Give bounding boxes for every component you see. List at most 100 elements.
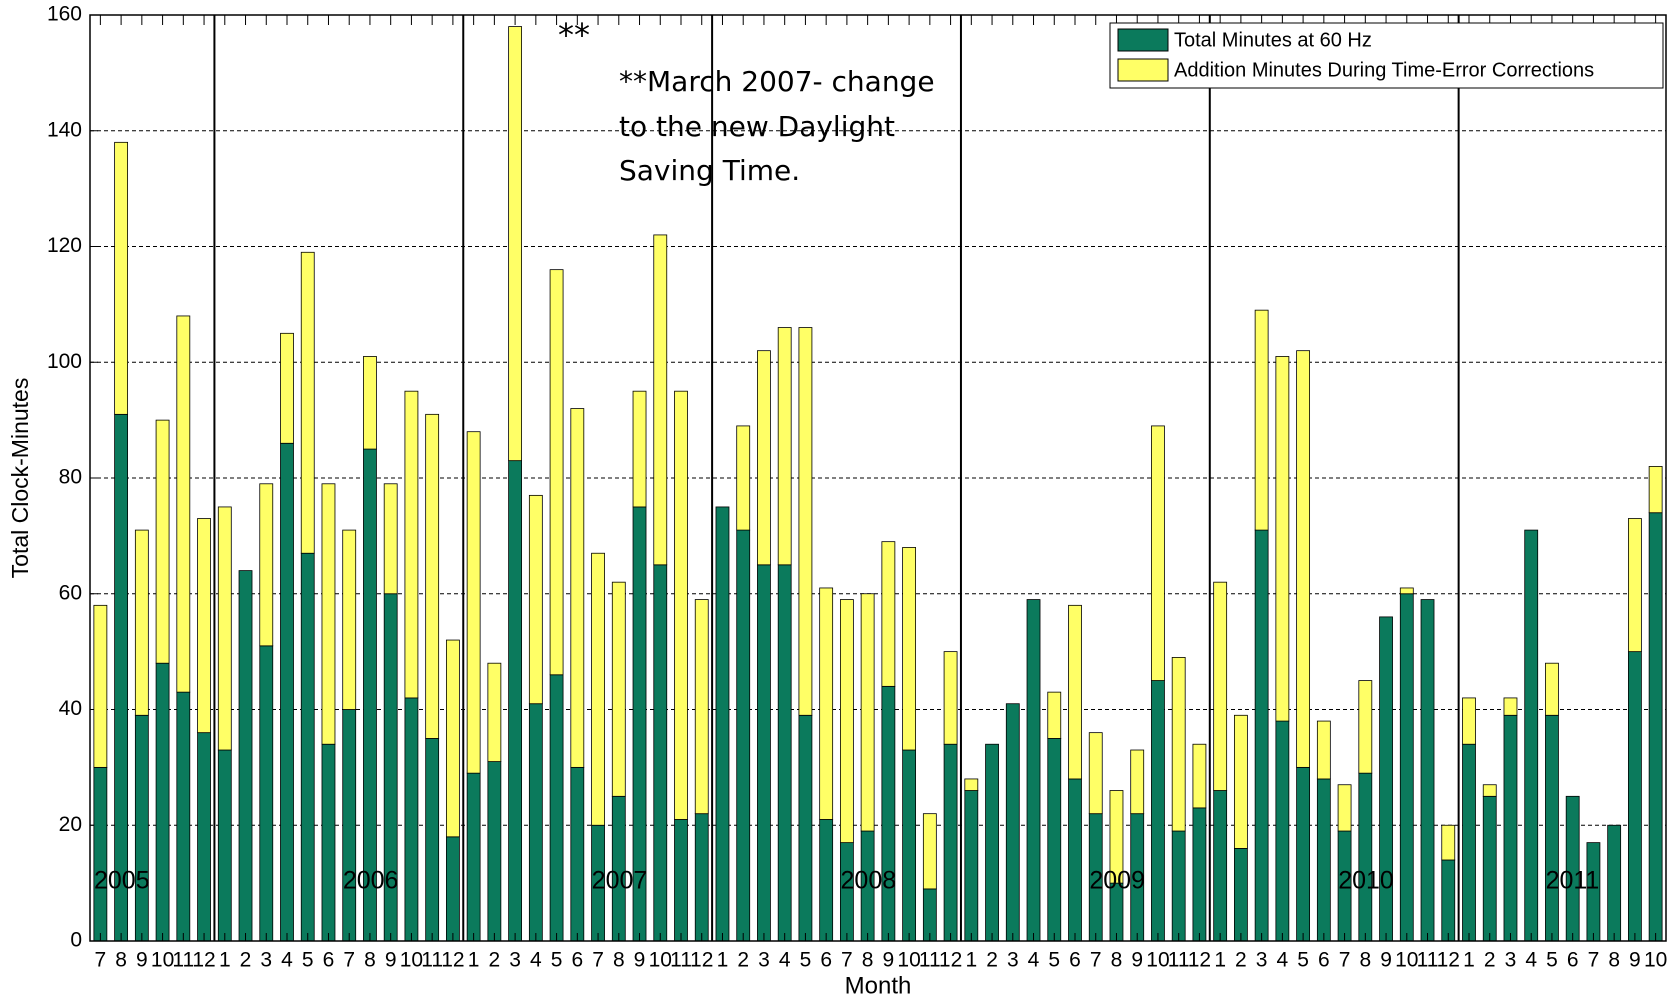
bar-segment [798,714,813,942]
bar-segment [1627,651,1642,942]
x-tick-label: 6 [820,949,832,972]
x-tick-label: 4 [1525,949,1537,972]
bar-segment [1627,518,1642,653]
bar-segment [674,819,688,942]
bar-segment [528,703,543,942]
bar-segment [1358,772,1373,942]
x-tick-label: 11 [1417,949,1439,972]
bar-segment [1648,512,1663,942]
x-tick-label: 7 [343,949,355,972]
x-tick-label: 3 [1256,949,1268,972]
legend-box [1109,22,1664,89]
bar-segment [881,685,896,942]
year-label: 2011 [1546,867,1600,895]
bar-segment [1171,657,1186,832]
x-tick-label: 10 [1395,949,1418,972]
x-tick-label: 1 [717,949,729,972]
bar-segment [1337,784,1352,832]
bar-segment [155,419,170,664]
bar-segment [466,772,481,942]
x-tick-label: 5 [1048,949,1060,972]
bar-segment [798,327,813,716]
bar-segment [1545,714,1559,942]
x-tick-label: 1 [219,949,231,972]
bar-segment [653,234,668,566]
year-label: 2008 [841,867,897,895]
bar-segment [757,564,771,942]
x-tick-label: 11 [670,949,692,972]
bar-segment [259,483,274,647]
x-tick-label: 12 [1437,949,1460,972]
bar-segment [93,766,108,942]
bar-segment [363,356,377,450]
bar-segment [1254,309,1269,531]
bar-segment [93,604,108,768]
x-tick-label: 1 [1463,949,1475,972]
y-tick-label: 60 [59,581,82,604]
bar-segment [528,494,543,705]
x-tick-label: 10 [1146,949,1169,972]
x-tick-label: 5 [1297,949,1309,972]
bar-segment [881,541,896,687]
bar-segment [1171,830,1186,942]
bar-segment [445,836,460,942]
y-tick-label: 0 [70,929,82,952]
x-tick-label: 3 [1505,949,1517,972]
bar-segment [1607,824,1622,942]
bar-segment [591,552,605,826]
bar-segment [217,506,232,751]
x-tick-label: 7 [1090,949,1102,972]
bar-segment [736,529,751,942]
bar-segment [1026,599,1041,942]
x-tick-label: 4 [1277,949,1289,972]
x-tick-label: 8 [1608,949,1620,972]
bar-segment [176,691,191,942]
bar-segment [134,529,149,716]
bar-segment [674,390,688,820]
y-axis-label: Total Clock-Minutes [7,378,33,579]
x-tick-label: 2 [1484,949,1496,972]
bar-segment [404,390,419,699]
bar-segment [943,651,958,745]
bar-segment [922,813,937,890]
bar-segment [902,749,917,942]
x-tick-label: 10 [151,949,174,972]
bar-segment [300,251,315,554]
bar-segment [1254,529,1269,942]
bar-segment [1648,466,1663,514]
x-tick-label: 9 [1380,949,1392,972]
x-tick-label: 8 [1359,949,1371,972]
bar-segment [1316,720,1331,780]
bar-segment [176,315,191,693]
y-tick-label: 40 [59,697,82,720]
x-tick-label: 6 [323,949,335,972]
x-tick-label: 8 [1111,949,1123,972]
x-tick-label: 11 [421,949,443,972]
bar-segment [632,390,647,508]
bar-segment [1296,766,1311,942]
bar-segment [404,697,419,942]
x-tick-label: 9 [1131,949,1143,972]
bar-segment [487,662,502,762]
bar-segment [466,431,481,774]
bar-segment [342,529,357,710]
bar-segment [777,327,792,566]
legend-label: Total Minutes at 60 Hz [1174,29,1372,51]
bar-segment [1545,662,1559,716]
bar-segment [570,408,585,768]
x-tick-label: 2 [737,949,749,972]
x-tick-label: 11 [919,949,941,972]
bar-segment [1462,743,1476,942]
x-tick-label: 4 [1028,949,1040,972]
x-tick-label: 10 [400,949,423,972]
bar-segment [383,483,398,595]
bar-segment [114,141,129,415]
bar-segment [1005,703,1020,942]
bar-segment [1088,732,1103,815]
x-tick-label: 12 [1188,949,1211,972]
x-tick-label: 4 [281,949,293,972]
x-tick-label: 1 [1214,949,1226,972]
bar-segment [757,350,771,566]
bar-segment [570,766,585,942]
